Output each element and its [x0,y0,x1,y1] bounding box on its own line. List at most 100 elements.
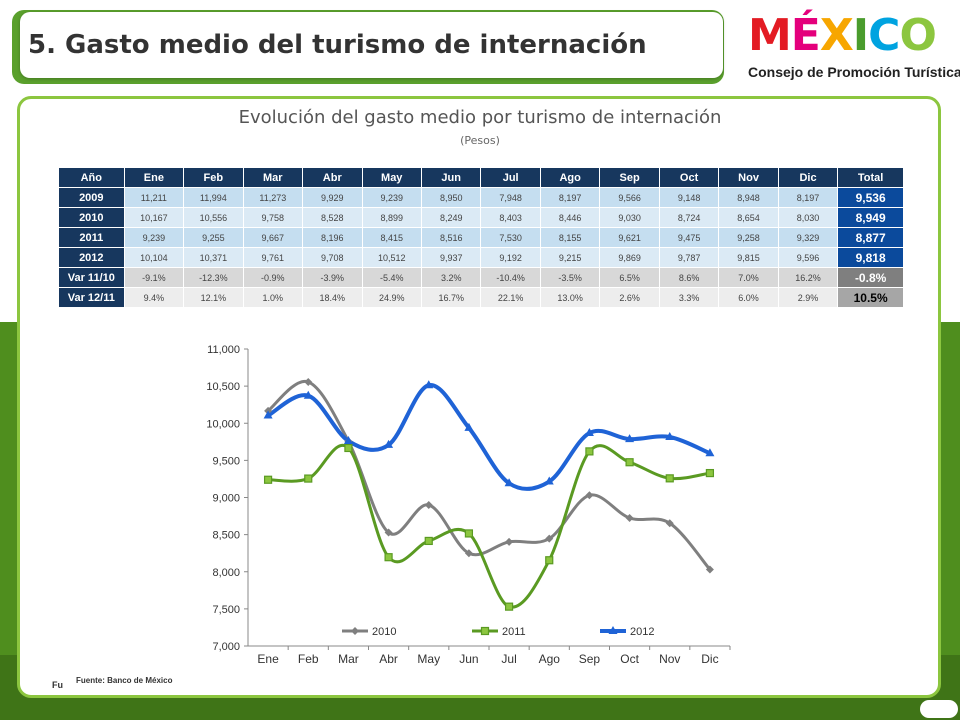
data-point [480,626,490,636]
table-cell: 16.7% [420,287,482,308]
data-point [705,468,715,478]
table-cell: 7,530 [480,227,541,248]
table-cell: 8,948 [718,187,779,208]
data-point [263,475,273,484]
legend-label: 2011 [502,626,526,638]
table-cell: 8,516 [420,227,482,248]
table-cell: 11,273 [242,187,304,208]
row-label: 2009 [58,187,125,208]
table-cell: 3.2% [420,267,482,288]
table-cell: 9,761 [242,247,304,268]
data-point [424,536,433,546]
table-cell: 9,787 [658,247,720,268]
legend-label: 2010 [372,626,396,638]
data-point [384,439,394,448]
table-cell: 9,621 [599,227,660,248]
table-cell: -5.4% [361,267,422,288]
table-header-cell: Año [58,167,125,188]
row-label: Var 11/10 [58,267,125,288]
y-tick-label: 9,000 [212,493,240,505]
data-point [384,553,393,562]
table-cell: 24.9% [361,287,422,308]
row-label: 2011 [58,227,125,248]
data-point [344,443,353,453]
table-header-cell: Oct [658,167,720,188]
data-point [665,431,675,440]
data-point [544,476,554,485]
data-point [625,458,634,467]
table-row: 2012 10,104 10,371 9,761 9,708 10,512 9,937 9,1… [58,247,904,268]
data-point [625,434,635,443]
table-cell: 9,596 [777,247,839,268]
table-cell: 9,937 [420,247,482,268]
table-cell: 9,215 [539,247,601,268]
data-point [705,565,714,574]
table-cell: 9,148 [658,187,720,208]
table-cell: 8,196 [302,227,363,248]
table-header-cell: Ago [539,167,601,188]
table-cell: 8,415 [361,227,422,248]
data-point [505,537,514,546]
data-point [263,410,273,419]
table-cell: 8,654 [718,207,779,228]
table-cell: 8,950 [420,187,482,208]
row-label: 2010 [58,207,125,228]
table-cell: 8,197 [539,187,601,208]
slide-title: 5. Gasto medio del turismo de internació… [28,30,647,60]
table-cell: 9,255 [183,227,244,248]
table-cell: -3.5% [539,267,601,288]
table-cell: 9,258 [718,227,779,248]
y-tick-label: 8,000 [212,567,240,579]
table-cell: 9,566 [599,187,660,208]
table-cell: 6.0% [718,287,779,308]
page-number-badge [920,700,958,718]
table-cell: 10,512 [361,247,422,268]
table-cell: -9.1% [123,267,185,288]
data-point [625,513,634,522]
logo-letter: M [748,10,792,61]
table-cell: 9,708 [302,247,363,268]
table-header-cell: Abr [302,167,363,188]
table-cell: 9,667 [242,227,304,248]
data-point [665,474,674,483]
x-tick-label: Mar [338,652,359,666]
table-cell: 8,724 [658,207,720,228]
table-cell: 9,869 [599,247,660,268]
series-line-2012 [267,383,711,491]
data-table: Año Ene Feb Mar Abr May Jun Jul Ago Sep Oct Nov Dic T… [58,167,904,308]
title-panel [20,12,723,78]
table-cell: 22.1% [480,287,541,308]
table-row: Var 11/10 -9.1% -12.3% -0.9% -3.9% -5.4% 3.2% -… [58,267,904,288]
table-header-row: Año Ene Feb Mar Abr May Jun Jul Ago Sep Oct Nov Dic T… [58,167,904,188]
table-header-cell: Total [837,167,904,188]
table-cell: 8,197 [777,187,839,208]
table-cell: 9.4% [123,287,185,308]
total-cell: 8,949 [837,207,904,228]
chart-subtitle: (Pesos) [460,134,500,147]
table-header-cell: Feb [183,167,244,188]
x-tick-label: Sep [579,652,601,666]
table-cell: 8,155 [539,227,601,248]
x-tick-label: Jul [501,652,516,666]
source-note: Fuente: Banco de México [76,676,173,685]
y-tick-label: 11,000 [207,344,240,356]
table-cell: 3.3% [658,287,720,308]
logo-letter: O [899,10,936,61]
table-cell: 9,239 [123,227,185,248]
table-cell: 9,239 [361,187,422,208]
table-cell: 9,758 [242,207,304,228]
total-cell: 8,877 [837,227,904,248]
table-cell: 9,192 [480,247,541,268]
row-label: Var 12/11 [58,287,125,308]
legend-label: 2012 [630,626,654,638]
table-cell: -0.9% [242,267,304,288]
table-cell: 9,929 [302,187,363,208]
logo-letter: I [852,10,869,61]
x-tick-label: May [417,652,440,666]
data-point [424,500,433,509]
table-header-cell: Ene [123,167,185,188]
data-point [584,427,594,436]
table-row: Var 12/11 9.4% 12.1% 1.0% 18.4% 24.9% 16.7% 22.… [58,287,904,308]
table-cell: 9,329 [777,227,839,248]
total-cell: 9,536 [837,187,904,208]
